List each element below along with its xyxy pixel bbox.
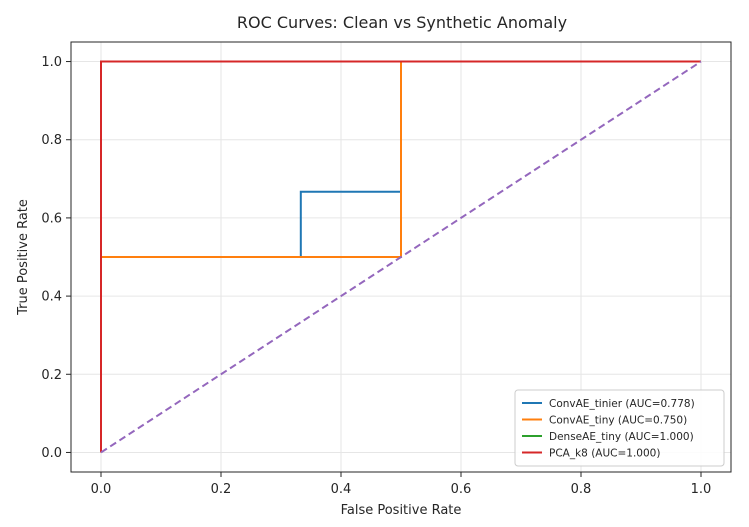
- x-tick-label: 0.2: [211, 482, 232, 497]
- x-tick-label: 1.0: [691, 482, 712, 497]
- x-axis-label: False Positive Rate: [341, 503, 462, 518]
- series-group: [100, 60, 702, 454]
- legend-label: ConvAE_tinier (AUC=0.778): [549, 398, 695, 410]
- y-tick-label: 0.8: [41, 133, 62, 148]
- y-tick-label: 0.2: [41, 368, 62, 383]
- y-tick-label: 1.0: [41, 55, 62, 70]
- plot-frame: [70, 41, 732, 473]
- x-tick-label: 0.4: [331, 482, 352, 497]
- y-tick-label: 0.6: [41, 211, 62, 226]
- y-tick-label: 0.0: [41, 446, 62, 461]
- legend-box: [514, 389, 725, 467]
- x-tick-label: 0.6: [451, 482, 472, 497]
- series-line-3: [100, 60, 701, 453]
- x-tick-label: 0.8: [571, 482, 592, 497]
- legend-label: PCA_k8 (AUC=1.000): [549, 448, 660, 460]
- x-tick-label: 0.0: [91, 482, 112, 497]
- y-tick-label: 0.4: [41, 290, 62, 305]
- legend-label: ConvAE_tiny (AUC=0.750): [549, 415, 687, 427]
- legend: ConvAE_tinier (AUC=0.778) ConvAE_tiny (AU…: [514, 389, 725, 467]
- legend-label: DenseAE_tiny (AUC=1.000): [549, 431, 694, 443]
- chart-title: ROC Curves: Clean vs Synthetic Anomaly: [237, 13, 567, 32]
- y-axis-label: True Positive Rate: [16, 199, 31, 316]
- ticks: 0.0 0.2 0.4 0.6 0.8 1.0 0.0 0.2 0.4 0.6 0.8 1.0: [41, 55, 711, 497]
- chance-line: [100, 60, 702, 454]
